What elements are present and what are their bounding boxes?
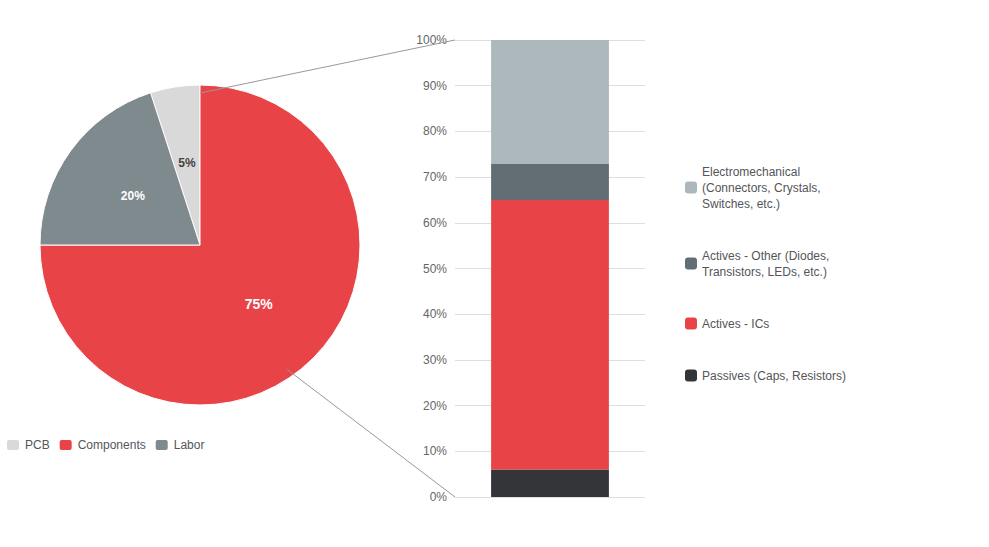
svg-text:PCB: PCB (25, 438, 50, 452)
svg-text:10%: 10% (423, 444, 447, 458)
svg-text:Electromechanical: Electromechanical (702, 165, 800, 179)
svg-text:Passives (Caps, Resistors): Passives (Caps, Resistors) (702, 369, 846, 383)
svg-text:90%: 90% (423, 79, 447, 93)
svg-text:50%: 50% (423, 262, 447, 276)
svg-text:Transistors, LEDs, etc.): Transistors, LEDs, etc.) (702, 265, 827, 279)
svg-text:75%: 75% (245, 296, 274, 312)
svg-text:Switches, etc.): Switches, etc.) (702, 197, 780, 211)
svg-text:(Connectors, Crystals,: (Connectors, Crystals, (702, 181, 821, 195)
svg-text:40%: 40% (423, 307, 447, 321)
svg-text:Components: Components (78, 438, 146, 452)
svg-text:0%: 0% (430, 490, 448, 504)
svg-text:80%: 80% (423, 124, 447, 138)
svg-text:20%: 20% (121, 189, 145, 203)
svg-text:100%: 100% (416, 33, 447, 47)
svg-text:70%: 70% (423, 170, 447, 184)
svg-text:Actives - ICs: Actives - ICs (702, 317, 769, 331)
svg-text:20%: 20% (423, 399, 447, 413)
svg-text:60%: 60% (423, 216, 447, 230)
svg-text:Labor: Labor (174, 438, 205, 452)
svg-text:30%: 30% (423, 353, 447, 367)
svg-text:Actives - Other (Diodes,: Actives - Other (Diodes, (702, 249, 829, 263)
svg-text:5%: 5% (178, 156, 196, 170)
